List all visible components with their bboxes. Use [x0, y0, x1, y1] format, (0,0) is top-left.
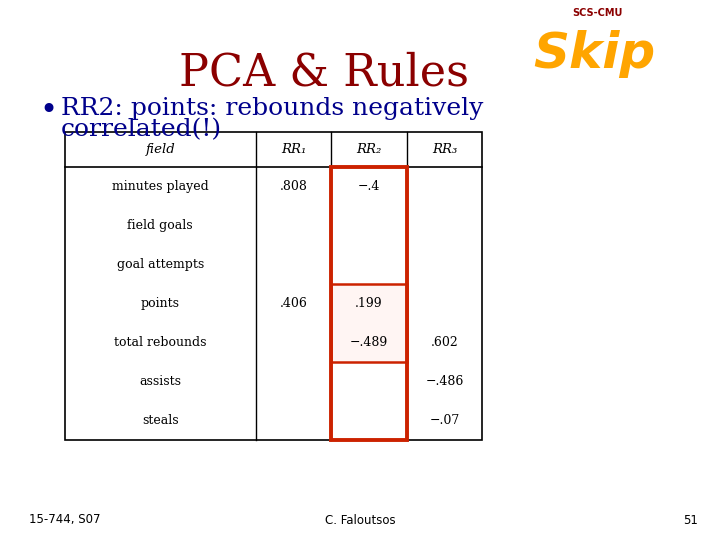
Text: minutes played: minutes played: [112, 180, 209, 193]
Text: −.07: −.07: [429, 414, 460, 427]
Bar: [331, 284, 407, 362]
Text: RR₁: RR₁: [281, 143, 306, 157]
Text: •: •: [40, 96, 58, 125]
Text: .406: .406: [279, 297, 307, 310]
Text: RR₂: RR₂: [356, 143, 382, 157]
Text: field goals: field goals: [127, 219, 193, 232]
Text: 51: 51: [683, 514, 698, 526]
Text: points: points: [140, 297, 180, 310]
Text: correlated(!): correlated(!): [61, 118, 222, 141]
Text: −.489: −.489: [350, 336, 388, 349]
Bar: [65, 132, 482, 440]
Text: 15-744, S07: 15-744, S07: [29, 514, 100, 526]
Text: .199: .199: [355, 297, 383, 310]
Text: assists: assists: [139, 375, 181, 388]
Text: goal attempts: goal attempts: [117, 258, 204, 271]
Text: PCA & Rules: PCA & Rules: [179, 51, 469, 94]
Text: total rebounds: total rebounds: [114, 336, 207, 349]
Text: .808: .808: [279, 180, 307, 193]
Text: steals: steals: [142, 414, 179, 427]
Bar: [331, 167, 407, 440]
Text: RR2: points: rebounds negatively: RR2: points: rebounds negatively: [61, 97, 484, 119]
Text: Skip: Skip: [533, 30, 655, 78]
Text: −.4: −.4: [358, 180, 380, 193]
Text: .602: .602: [431, 336, 459, 349]
Text: −.486: −.486: [426, 375, 464, 388]
Text: SCS-CMU: SCS-CMU: [572, 8, 623, 18]
Text: RR₃: RR₃: [432, 143, 457, 157]
Text: field: field: [145, 143, 175, 157]
Text: C. Faloutsos: C. Faloutsos: [325, 514, 395, 526]
